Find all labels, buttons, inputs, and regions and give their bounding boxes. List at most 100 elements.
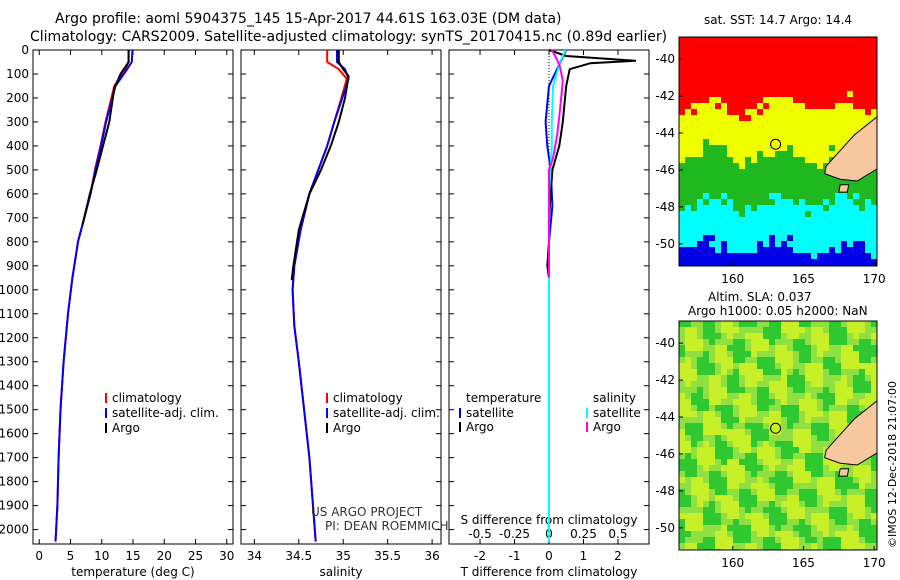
map-cell <box>745 483 751 489</box>
map-cell <box>769 169 775 175</box>
map-cell <box>691 67 697 73</box>
map-x-tick-label: 165 <box>792 556 815 570</box>
sla-map-title: Altim. SLA: 0.037 <box>708 290 812 304</box>
map-cell <box>769 531 775 537</box>
map-cell <box>781 55 787 61</box>
map-cell <box>715 163 721 169</box>
map-cell <box>715 37 721 43</box>
map-cell <box>799 247 805 253</box>
map-cell <box>817 393 823 399</box>
map-cell <box>697 519 703 525</box>
map-cell <box>865 55 871 61</box>
map-cell <box>709 399 715 405</box>
map-cell <box>763 357 769 363</box>
map-cell <box>679 157 685 163</box>
map-cell <box>679 327 685 333</box>
map-cell <box>841 55 847 61</box>
map-cell <box>829 193 835 199</box>
map-cell <box>739 151 745 157</box>
map-cell <box>859 55 865 61</box>
map-cell <box>799 259 805 265</box>
map-cell <box>763 145 769 151</box>
map-cell <box>841 357 847 363</box>
map-cell <box>805 477 811 483</box>
map-cell <box>793 151 799 157</box>
map-cell <box>745 217 751 223</box>
map-cell <box>859 333 865 339</box>
map-cell <box>781 435 787 441</box>
map-cell <box>769 205 775 211</box>
map-cell <box>841 405 847 411</box>
map-cell <box>817 61 823 67</box>
map-cell <box>835 405 841 411</box>
map-cell <box>703 163 709 169</box>
map-cell <box>721 175 727 181</box>
map-cell <box>793 139 799 145</box>
map-cell <box>823 205 829 211</box>
map-cell <box>805 55 811 61</box>
map-cell <box>817 375 823 381</box>
map-cell <box>751 61 757 67</box>
map-cell <box>763 543 769 549</box>
map-cell <box>829 429 835 435</box>
map-cell <box>685 519 691 525</box>
map-cell <box>865 67 871 73</box>
map-cell <box>691 151 697 157</box>
legend-entry-label: climatology <box>112 391 182 405</box>
series-line-salinity-satellite <box>548 49 567 542</box>
map-cell <box>721 465 727 471</box>
map-cell <box>721 145 727 151</box>
map-cell <box>865 205 871 211</box>
map-cell <box>805 49 811 55</box>
map-cell <box>853 345 859 351</box>
map-cell <box>727 333 733 339</box>
map-cell <box>739 139 745 145</box>
map-cell <box>703 79 709 85</box>
map-cell <box>751 333 757 339</box>
map-cell <box>691 187 697 193</box>
map-cell <box>769 85 775 91</box>
map-cell <box>847 91 853 97</box>
map-cell <box>793 447 799 453</box>
map-cell <box>721 259 727 265</box>
map-cell <box>871 235 877 241</box>
map-cell <box>703 453 709 459</box>
legend-sal-title: salinity <box>593 391 636 405</box>
map-cell <box>775 223 781 229</box>
map-cell <box>829 531 835 537</box>
map-cell <box>853 513 859 519</box>
map-cell <box>787 345 793 351</box>
map-cell <box>733 519 739 525</box>
map-cell <box>811 151 817 157</box>
map-cell <box>727 91 733 97</box>
map-cell <box>727 193 733 199</box>
map-cell <box>781 339 787 345</box>
map-cell <box>691 157 697 163</box>
map-cell <box>739 217 745 223</box>
map-cell <box>763 483 769 489</box>
map-cell <box>733 333 739 339</box>
map-cell <box>865 369 871 375</box>
map-cell <box>799 211 805 217</box>
map-cell <box>763 441 769 447</box>
x-tick-label: 10 <box>94 549 109 563</box>
map-cell <box>799 387 805 393</box>
map-cell <box>853 465 859 471</box>
map-cell <box>685 381 691 387</box>
map-cell <box>715 393 721 399</box>
map-cell <box>769 417 775 423</box>
map-cell <box>787 61 793 67</box>
map-cell <box>721 151 727 157</box>
map-cell <box>763 97 769 103</box>
map-cell <box>745 163 751 169</box>
map-cell <box>865 229 871 235</box>
map-cell <box>787 73 793 79</box>
map-cell <box>757 531 763 537</box>
map-cell <box>763 151 769 157</box>
map-cell <box>805 247 811 253</box>
map-cell <box>685 205 691 211</box>
map-cell <box>727 399 733 405</box>
map-cell <box>739 91 745 97</box>
map-cell <box>859 205 865 211</box>
map-cell <box>829 345 835 351</box>
